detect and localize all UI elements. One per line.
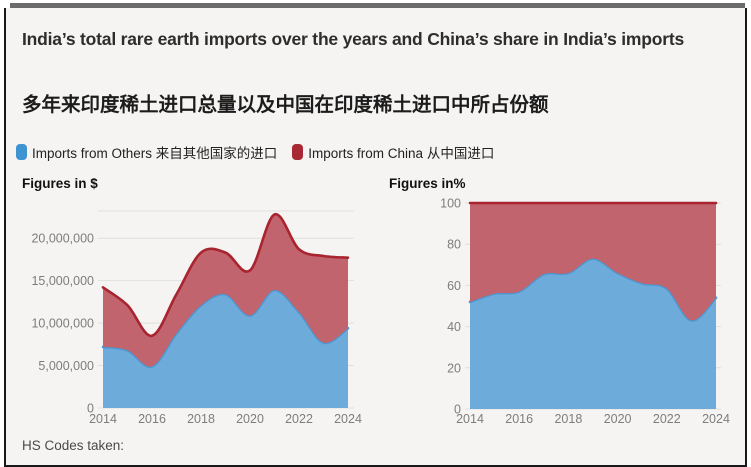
others-swatch-icon: [16, 144, 27, 160]
y-tick-label: 0: [87, 402, 94, 416]
x-tick-label: 2018: [554, 412, 582, 426]
y-tick-label: 80: [447, 238, 461, 252]
page-title: India’s total rare earth imports over th…: [22, 29, 685, 49]
x-tick-label: 2020: [604, 412, 632, 426]
x-tick-label: 2024: [702, 412, 730, 426]
x-tick-label: 2014: [456, 412, 484, 426]
x-tick-label: 2016: [138, 412, 166, 426]
area-imports-from-others: [470, 258, 716, 409]
y-tick-label: 100: [440, 197, 461, 211]
imports-dollar-area-chart: 0 5,000,000 10,000,000 15,000,000 20,000,000…: [31, 210, 362, 426]
y-tick-label: 5,000,000: [38, 359, 94, 373]
dollar-chart-caption: Figures in $: [22, 176, 98, 191]
y-tick-label: 10,000,000: [31, 317, 94, 331]
area-imports-from-china: [470, 203, 716, 321]
hs-codes-note: HS Codes taken:: [22, 438, 125, 453]
x-tick-label: 2014: [89, 412, 117, 426]
y-tick-label: 0: [454, 403, 461, 417]
x-tick-label: 2024: [334, 412, 362, 426]
x-tick-label: 2016: [505, 412, 533, 426]
percent-chart-caption: Figures in%: [389, 176, 466, 191]
area-imports-from-others: [103, 289, 348, 408]
imports-percent-area-chart: 0 20 40 60 80 100 2014 2016 2018 2020 2022 2024: [440, 197, 730, 427]
x-tick-label: 2020: [236, 412, 264, 426]
legend-item-others: Imports from Others 来自其他国家的进口: [16, 142, 277, 162]
y-tick-label: 60: [447, 279, 461, 293]
line-imports-from-china: [101, 213, 350, 338]
x-tick-label: 2018: [187, 412, 215, 426]
legend-label-others: Imports from Others 来自其他国家的进口: [32, 146, 278, 161]
y-tick-label: 40: [447, 320, 461, 334]
china-swatch-icon: [292, 144, 304, 160]
legend: Imports from Others 来自其他国家的进口 Imports fr…: [16, 142, 494, 162]
y-tick-label: 20,000,000: [31, 232, 94, 246]
y-tick-label: 15,000,000: [31, 274, 94, 288]
legend-item-china: Imports from China 从中国进口: [292, 142, 494, 162]
top-accent-bar: [10, 3, 745, 8]
y-tick-label: 20: [447, 361, 461, 375]
area-imports-from-china: [103, 214, 348, 367]
x-tick-label: 2022: [653, 412, 681, 426]
x-tick-label: 2022: [285, 412, 313, 426]
legend-label-china: Imports from China 从中国进口: [308, 146, 495, 161]
page-title-chinese: 多年来印度稀土进口总量以及中国在印度稀土进口中所占份额: [22, 94, 549, 116]
